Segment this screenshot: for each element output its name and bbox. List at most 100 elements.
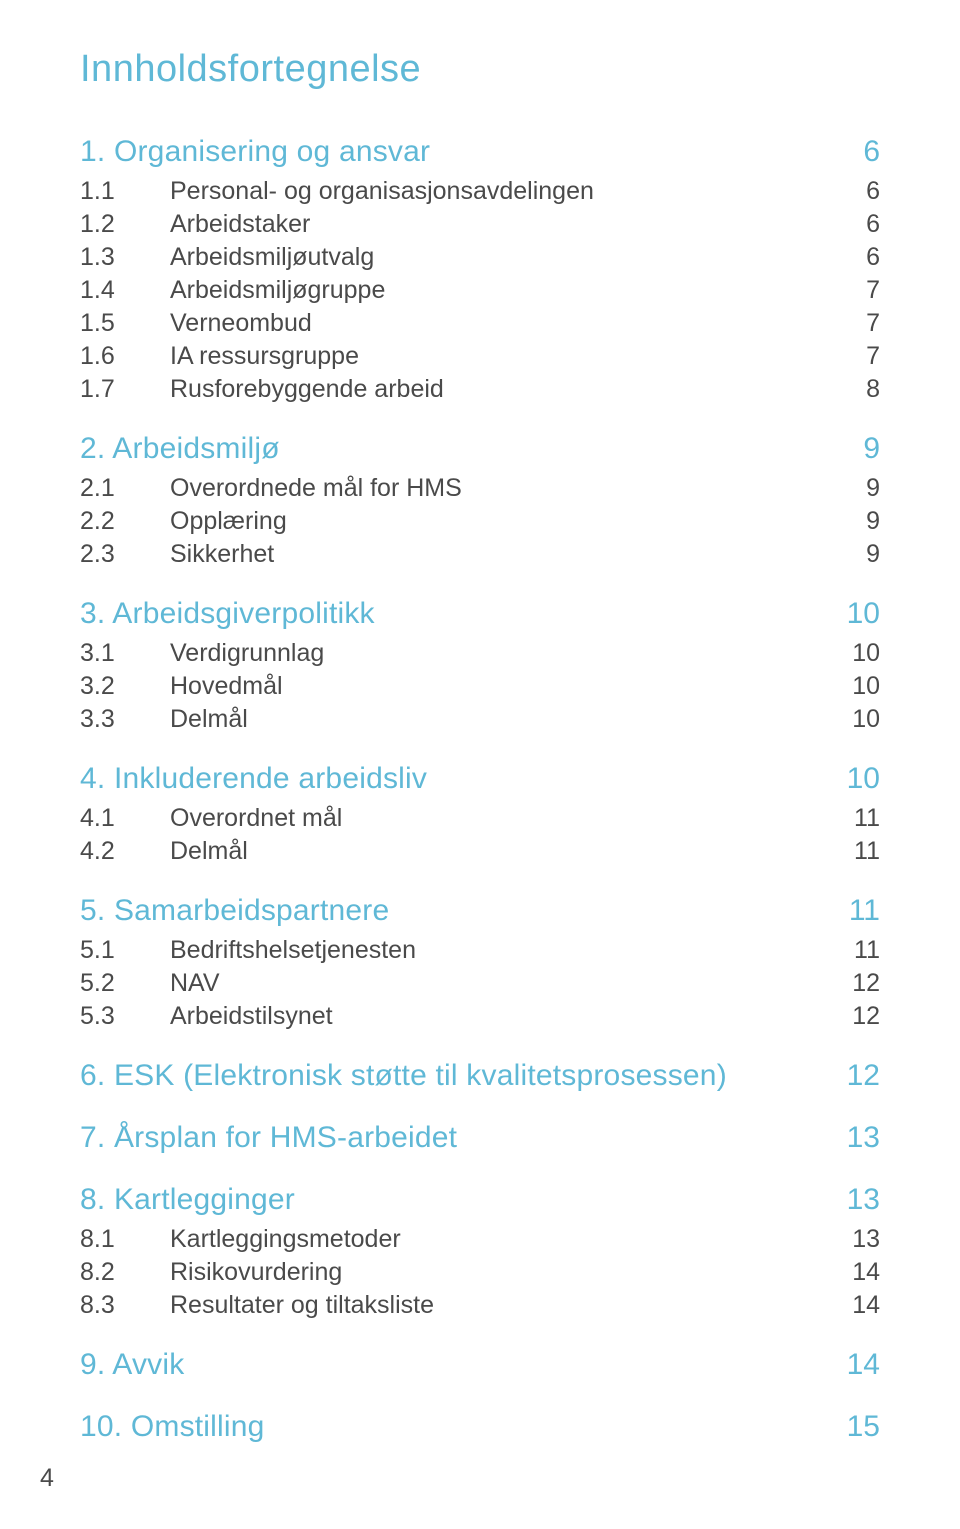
toc-section-heading-row: 5. Samarbeidspartnere 11	[80, 894, 880, 928]
toc-entry-number: 8.1	[80, 1225, 170, 1254]
toc-entry-label: Arbeidsmiljøgruppe	[170, 276, 820, 305]
toc-section-page: 13	[847, 1183, 880, 1217]
table-of-contents: 1. Organisering og ansvar61.1Personal- o…	[80, 135, 880, 1444]
toc-entry-number: 1.7	[80, 375, 170, 404]
toc-entry-page: 10	[820, 639, 880, 668]
toc-entry-page: 11	[820, 837, 880, 866]
toc-entry-label: Hovedmål	[170, 672, 820, 701]
toc-section-page: 11	[849, 894, 880, 928]
toc-entry-page: 7	[820, 276, 880, 305]
toc-section-heading-row: 1. Organisering og ansvar6	[80, 135, 880, 169]
toc-section-page: 10	[847, 762, 880, 796]
toc-entry-row: 4.1Overordnet mål11	[80, 804, 880, 833]
toc-entry-page: 12	[820, 969, 880, 998]
page-title: Innholdsfortegnelse	[80, 48, 880, 91]
toc-section: 3. Arbeidsgiverpolitikk10 3.1Verdigrunnla…	[80, 597, 880, 734]
toc-section-page: 15	[847, 1410, 880, 1444]
toc-section-heading: 7. Årsplan for HMS-arbeidet	[80, 1121, 457, 1155]
toc-section: 5. Samarbeidspartnere115.1Bedriftshelset…	[80, 894, 880, 1031]
toc-entry-row: 8.1Kartleggingsmetoder13	[80, 1225, 880, 1254]
toc-entry-page: 7	[820, 309, 880, 338]
toc-entry-row: 1.6IA ressursgruppe7	[80, 342, 880, 371]
toc-section-heading: 5. Samarbeidspartnere	[80, 894, 389, 928]
toc-entry-label: Opplæring	[170, 507, 820, 536]
toc-entry-page: 9	[820, 540, 880, 569]
toc-section-heading-row: 3. Arbeidsgiverpolitikk10	[80, 597, 880, 631]
toc-entry-row: 1.3Arbeidsmiljøutvalg6	[80, 243, 880, 272]
toc-entry-row: 3.3Delmål10	[80, 705, 880, 734]
toc-section-page: 9	[863, 432, 880, 466]
toc-entry-row: 4.2Delmål11	[80, 837, 880, 866]
toc-entry-label: Arbeidsmiljøutvalg	[170, 243, 820, 272]
toc-entry-row: 2.3Sikkerhet9	[80, 540, 880, 569]
toc-entry-label: Arbeidstilsynet	[170, 1002, 820, 1031]
toc-entry-label: Bedriftshelsetjenesten	[170, 936, 820, 965]
toc-section-heading-row: 4. Inkluderende arbeidsliv 10	[80, 762, 880, 796]
toc-entry-number: 8.3	[80, 1291, 170, 1320]
toc-entry-page: 8	[820, 375, 880, 404]
toc-entry-number: 5.2	[80, 969, 170, 998]
toc-entry-page: 11	[820, 936, 880, 965]
toc-entry-label: Rusforebyggende arbeid	[170, 375, 820, 404]
toc-entry-number: 1.5	[80, 309, 170, 338]
toc-entry-page: 14	[820, 1258, 880, 1287]
toc-entry-row: 8.2Risikovurdering14	[80, 1258, 880, 1287]
toc-section-heading: 2. Arbeidsmiljø	[80, 432, 280, 466]
toc-entry-row: 1.1Personal- og organisasjonsavdelingen6	[80, 177, 880, 206]
toc-entry-row: 3.2Hovedmål10	[80, 672, 880, 701]
footer-page-number: 4	[40, 1464, 54, 1493]
toc-entry-number: 1.4	[80, 276, 170, 305]
toc-entry-row: 5.2NAV12	[80, 969, 880, 998]
toc-entry-label: Arbeidstaker	[170, 210, 820, 239]
toc-section-page: 12	[847, 1059, 880, 1093]
toc-section: 2. Arbeidsmiljø92.1Overordnede mål for H…	[80, 432, 880, 569]
toc-entry-number: 5.1	[80, 936, 170, 965]
toc-entry-label: Resultater og tiltaksliste	[170, 1291, 820, 1320]
toc-entry-page: 11	[820, 804, 880, 833]
toc-section-heading-row: 8. Kartlegginger 13	[80, 1183, 880, 1217]
toc-entry-page: 6	[820, 243, 880, 272]
toc-entry-label: Verdigrunnlag	[170, 639, 820, 668]
toc-entry-page: 7	[820, 342, 880, 371]
toc-entry-label: Kartleggingsmetoder	[170, 1225, 820, 1254]
toc-section-heading-row: 7. Årsplan for HMS-arbeidet 13	[80, 1121, 880, 1155]
toc-section: 1. Organisering og ansvar61.1Personal- o…	[80, 135, 880, 404]
toc-entry-row: 3.1Verdigrunnlag10	[80, 639, 880, 668]
toc-section-heading: 1. Organisering og ansvar	[80, 135, 430, 169]
toc-entry-page: 6	[820, 177, 880, 206]
toc-entry-label: Overordnet mål	[170, 804, 820, 833]
toc-entry-page: 10	[820, 705, 880, 734]
toc-section: 8. Kartlegginger138.1Kartleggingsmetoder…	[80, 1183, 880, 1320]
toc-section-page: 10	[847, 597, 880, 631]
toc-entry-label: Overordnede mål for HMS	[170, 474, 820, 503]
toc-entry-row: 8.3Resultater og tiltaksliste14	[80, 1291, 880, 1320]
toc-section: 4. Inkluderende arbeidsliv 10 4.1Overordne…	[80, 762, 880, 866]
toc-entry-number: 3.2	[80, 672, 170, 701]
toc-section-heading-row: 10. Omstilling 15	[80, 1410, 880, 1444]
toc-entry-number: 1.3	[80, 243, 170, 272]
toc-entry-number: 4.1	[80, 804, 170, 833]
toc-entry-number: 1.6	[80, 342, 170, 371]
toc-entry-page: 13	[820, 1225, 880, 1254]
toc-entry-page: 9	[820, 507, 880, 536]
toc-section-heading: 4. Inkluderende arbeidsliv	[80, 762, 427, 796]
toc-section-heading: 6. ESK (Elektronisk støtte til kvalitets…	[80, 1059, 727, 1093]
toc-section-heading: 9. Avvik	[80, 1348, 184, 1382]
toc-entry-row: 1.7Rusforebyggende arbeid8	[80, 375, 880, 404]
toc-entry-row: 5.1Bedriftshelsetjenesten11	[80, 936, 880, 965]
toc-entry-number: 8.2	[80, 1258, 170, 1287]
toc-section-heading-row: 6. ESK (Elektronisk støtte til kvalitets…	[80, 1059, 880, 1093]
toc-section-heading: 10. Omstilling	[80, 1410, 265, 1444]
toc-entry-label: Personal- og organisasjonsavdelingen	[170, 177, 820, 206]
toc-section-heading-row: 2. Arbeidsmiljø 9	[80, 432, 880, 466]
toc-entry-number: 3.1	[80, 639, 170, 668]
toc-entry-row: 1.5Verneombud7	[80, 309, 880, 338]
toc-section-heading: 8. Kartlegginger	[80, 1183, 295, 1217]
toc-entry-row: 1.4Arbeidsmiljøgruppe7	[80, 276, 880, 305]
toc-entry-number: 2.3	[80, 540, 170, 569]
toc-entry-label: Delmål	[170, 705, 820, 734]
toc-entry-label: IA ressursgruppe	[170, 342, 820, 371]
toc-section-heading-row: 9. Avvik14	[80, 1348, 880, 1382]
toc-entry-number: 2.2	[80, 507, 170, 536]
toc-section-page: 13	[847, 1121, 880, 1155]
